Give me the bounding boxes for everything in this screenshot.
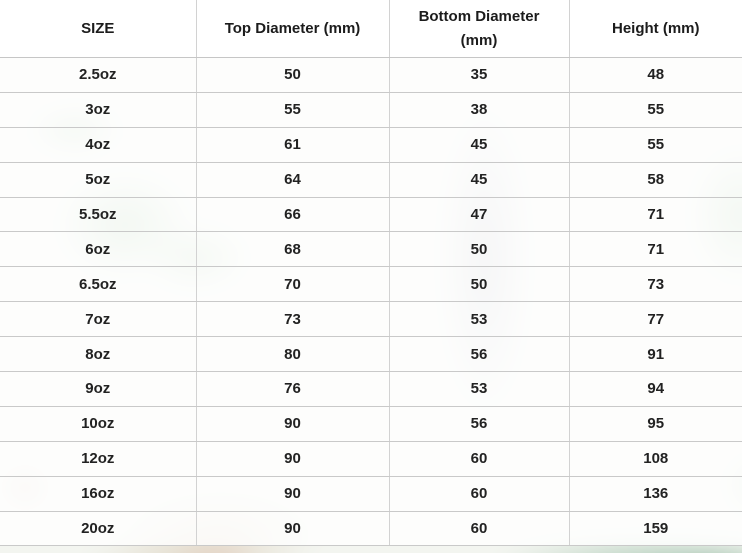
cell-top-diameter: 68 xyxy=(195,231,389,268)
col-header-height: Height (mm) xyxy=(568,0,742,58)
cell-size: 10oz xyxy=(0,406,196,442)
table-row: 2.5oz 50 35 48 xyxy=(0,57,742,93)
table-row: 4oz 61 45 55 xyxy=(0,127,742,163)
cell-top-diameter: 70 xyxy=(195,266,389,303)
table-row: 6oz 68 50 71 xyxy=(0,231,742,268)
cell-height: 91 xyxy=(568,336,742,373)
cell-top-diameter: 61 xyxy=(195,127,389,163)
cell-height: 73 xyxy=(568,266,742,303)
cell-size: 12oz xyxy=(0,441,196,477)
cell-bottom-diameter: 35 xyxy=(388,57,569,93)
cell-height: 48 xyxy=(568,57,742,93)
cell-size: 5.5oz xyxy=(0,197,196,233)
cell-size: 20oz xyxy=(0,511,196,547)
cell-size: 7oz xyxy=(0,301,196,338)
col-header-height-label: Height (mm) xyxy=(612,19,700,37)
cell-height: 159 xyxy=(568,511,742,547)
table-row: 5.5oz 66 47 71 xyxy=(0,197,742,233)
cell-height: 136 xyxy=(568,476,742,512)
cell-size: 16oz xyxy=(0,476,196,512)
table-row: 8oz 80 56 91 xyxy=(0,336,742,373)
cell-top-diameter: 90 xyxy=(195,476,389,512)
cell-bottom-diameter: 60 xyxy=(388,476,569,512)
cell-height: 77 xyxy=(568,301,742,338)
cell-top-diameter: 90 xyxy=(195,511,389,547)
cell-bottom-diameter: 50 xyxy=(388,266,569,303)
col-header-size-label: SIZE xyxy=(81,19,115,37)
cell-size: 6.5oz xyxy=(0,266,196,303)
cell-bottom-diameter: 38 xyxy=(388,92,569,128)
table-body: 2.5oz 50 35 48 3oz 55 38 55 4oz 61 45 55… xyxy=(0,57,742,547)
cell-size: 2.5oz xyxy=(0,57,196,93)
table-row: 10oz 90 56 95 xyxy=(0,406,742,442)
cell-bottom-diameter: 56 xyxy=(388,406,569,442)
cell-bottom-diameter: 47 xyxy=(388,197,569,233)
cell-height: 55 xyxy=(568,127,742,163)
col-header-bottom-diameter-label: Bottom Diameter (mm) xyxy=(418,7,540,49)
table-row: 16oz 90 60 136 xyxy=(0,476,742,512)
cell-top-diameter: 76 xyxy=(195,371,389,407)
col-header-top-diameter-label: Top Diameter (mm) xyxy=(224,19,361,37)
table-row: 20oz 90 60 159 xyxy=(0,511,742,547)
table-row: 7oz 73 53 77 xyxy=(0,301,742,338)
cell-bottom-diameter: 60 xyxy=(388,511,569,547)
cell-size: 3oz xyxy=(0,92,196,128)
cell-height: 71 xyxy=(568,231,742,268)
cell-height: 95 xyxy=(568,406,742,442)
cell-bottom-diameter: 60 xyxy=(388,441,569,477)
cell-size: 5oz xyxy=(0,162,196,198)
cell-bottom-diameter: 50 xyxy=(388,231,569,268)
cell-top-diameter: 90 xyxy=(195,406,389,442)
cell-height: 108 xyxy=(568,441,742,477)
table-row: 6.5oz 70 50 73 xyxy=(0,266,742,303)
header-row: SIZE Top Diameter (mm) Bottom Diameter (… xyxy=(0,0,742,58)
cell-bottom-diameter: 45 xyxy=(388,127,569,163)
cell-height: 94 xyxy=(568,371,742,407)
table-header: SIZE Top Diameter (mm) Bottom Diameter (… xyxy=(0,0,742,58)
table-row: 5oz 64 45 58 xyxy=(0,162,742,198)
table-row: 3oz 55 38 55 xyxy=(0,92,742,128)
cell-bottom-diameter: 53 xyxy=(388,301,569,338)
cell-top-diameter: 50 xyxy=(195,57,389,93)
cell-top-diameter: 55 xyxy=(195,92,389,128)
table-row: 9oz 76 53 94 xyxy=(0,371,742,407)
cell-size: 9oz xyxy=(0,371,196,407)
cell-size: 6oz xyxy=(0,231,196,268)
cell-bottom-diameter: 56 xyxy=(388,336,569,373)
col-header-bottom-diameter: Bottom Diameter (mm) xyxy=(388,0,569,58)
cell-height: 71 xyxy=(568,197,742,233)
cell-bottom-diameter: 45 xyxy=(388,162,569,198)
cell-top-diameter: 90 xyxy=(195,441,389,477)
cell-top-diameter: 73 xyxy=(195,301,389,338)
col-header-size: SIZE xyxy=(0,0,196,58)
cell-height: 58 xyxy=(568,162,742,198)
col-header-top-diameter: Top Diameter (mm) xyxy=(195,0,389,58)
cell-height: 55 xyxy=(568,92,742,128)
cell-size: 4oz xyxy=(0,127,196,163)
cell-bottom-diameter: 53 xyxy=(388,371,569,407)
cell-top-diameter: 80 xyxy=(195,336,389,373)
cell-top-diameter: 66 xyxy=(195,197,389,233)
cell-top-diameter: 64 xyxy=(195,162,389,198)
cell-size: 8oz xyxy=(0,336,196,373)
table-row: 12oz 90 60 108 xyxy=(0,441,742,477)
